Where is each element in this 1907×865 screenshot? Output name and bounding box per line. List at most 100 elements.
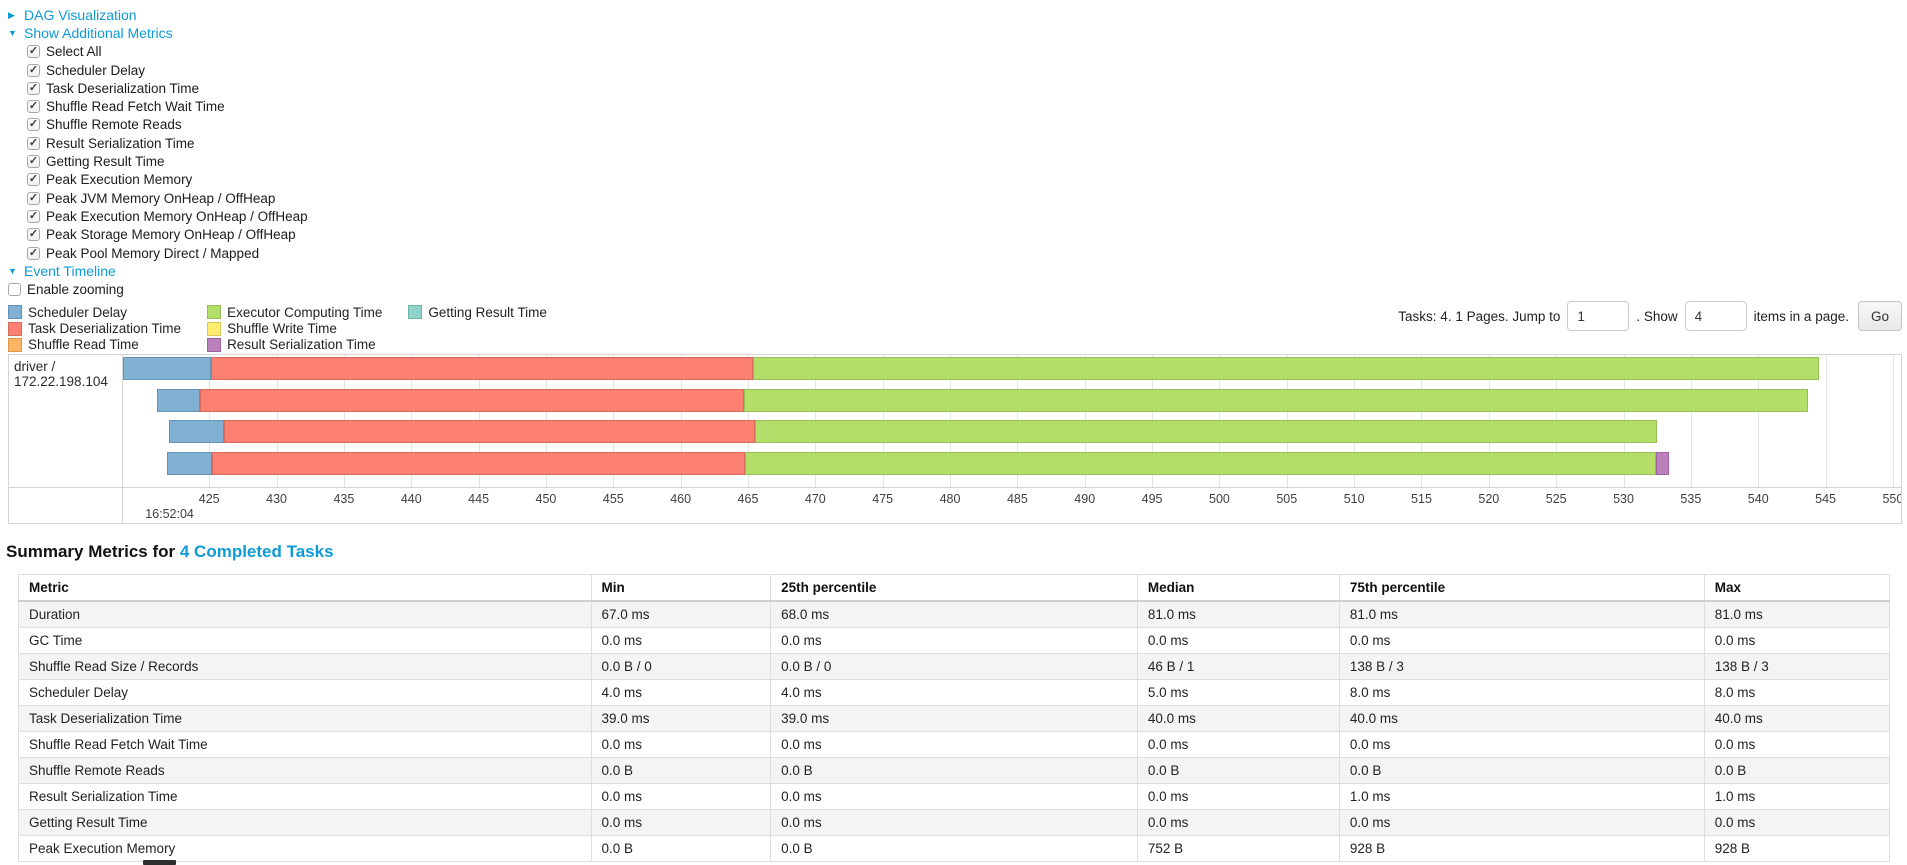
metric-checkbox-row: ✓ Task Deserialization Time [8, 79, 308, 97]
metric-value-cell: 0.0 ms [590, 627, 772, 654]
task-bar[interactable] [123, 420, 1901, 444]
metric-checkbox-row: ✓ Shuffle Read Fetch Wait Time [8, 97, 308, 115]
column-header[interactable]: Median [1136, 574, 1340, 602]
axis-tick-label: 430 [266, 492, 287, 506]
enable-zooming-checkbox[interactable] [8, 283, 21, 297]
result-serialization-segment[interactable] [1655, 452, 1670, 476]
task-bar[interactable] [123, 452, 1901, 476]
legend-label: Getting Result Time [428, 304, 547, 320]
event-timeline-expander[interactable]: ▼ Event Timeline [8, 262, 308, 280]
metric-checkbox[interactable]: ✓ [27, 81, 40, 95]
event-timeline-chart: driver / 172.22.198.104 16:52:04 425 430 4… [8, 354, 1902, 524]
metric-checkbox-label: Scheduler Delay [46, 62, 146, 78]
go-button[interactable]: Go [1857, 301, 1902, 331]
executor-computing-segment[interactable] [743, 388, 1809, 412]
scheduler-delay-segment[interactable] [167, 452, 212, 476]
metric-checkbox[interactable]: ✓ [27, 155, 40, 169]
metric-checkbox[interactable]: ✓ [27, 136, 40, 150]
metric-checkbox-label: Result Serialization Time [46, 135, 195, 151]
metric-name-cell: Result Serialization Time [18, 783, 592, 810]
axis-tick-label: 550 [1882, 492, 1901, 506]
metric-value-cell: 68.0 ms [770, 600, 1138, 628]
metric-checkbox[interactable]: ✓ [27, 118, 40, 132]
metric-value-cell: 0.0 ms [1338, 809, 1705, 836]
timeline-legend-bar: Scheduler Delay Task Deserialization Time… [8, 301, 1902, 354]
axis-time-label: 16:52:04 [145, 507, 194, 521]
metric-value-cell: 0.0 ms [1338, 627, 1705, 654]
metric-checkbox-list: ✓ Select All ✓ Scheduler Delay ✓ Task Deseria… [8, 43, 308, 263]
metric-name-cell: Shuffle Read Fetch Wait Time [18, 731, 592, 758]
jump-to-page-input[interactable] [1567, 301, 1630, 331]
metric-value-cell: 0.0 B [590, 757, 772, 784]
legend-label: Shuffle Write Time [227, 321, 337, 337]
dag-visualization-expander[interactable]: ▶ DAG Visualization [8, 6, 308, 24]
axis-tick-label: 480 [939, 492, 961, 506]
metric-value-cell: 81.0 ms [1338, 600, 1705, 628]
metric-checkbox[interactable]: ✓ [27, 246, 40, 260]
metric-checkbox[interactable]: ✓ [27, 173, 40, 187]
metric-checkbox-label: Select All [46, 44, 102, 60]
metric-value-cell: 39.0 ms [590, 705, 772, 732]
metric-checkbox[interactable]: ✓ [27, 209, 40, 223]
metric-checkbox-label: Getting Result Time [46, 154, 165, 170]
timeline-plot-area[interactable] [123, 355, 1901, 487]
task-bar[interactable] [123, 357, 1901, 380]
completed-tasks-link[interactable]: 4 Completed Tasks [179, 542, 334, 561]
executor-computing-segment[interactable] [754, 420, 1658, 444]
task-deserialization-segment[interactable] [199, 388, 744, 412]
axis-gridline [1825, 355, 1827, 487]
metric-checkbox[interactable]: ✓ [27, 191, 40, 205]
metric-value-cell: 81.0 ms [1136, 600, 1340, 628]
metric-value-cell: 40.0 ms [1338, 705, 1705, 732]
event-timeline-link[interactable]: Event Timeline [24, 263, 116, 280]
axis-tick-label: 495 [1141, 492, 1163, 506]
axis-tick-label: 525 [1545, 492, 1567, 506]
task-deserialization-segment[interactable] [224, 420, 755, 444]
scheduler-delay-segment[interactable] [156, 388, 200, 412]
show-additional-metrics-link[interactable]: Show Additional Metrics [24, 25, 173, 42]
metric-value-cell: 0.0 B [770, 757, 1138, 784]
metric-checkbox-row: ✓ Getting Result Time [8, 152, 308, 170]
metric-value-cell: 0.0 ms [590, 783, 772, 810]
table-row: Task Deserialization Time 39.0 ms 39.0 ms 4… [18, 705, 1891, 732]
items-per-page-input[interactable] [1684, 301, 1747, 331]
metric-value-cell: 0.0 ms [1703, 627, 1891, 654]
executor-computing-segment[interactable] [753, 357, 1819, 380]
legend-item-shuffle-read: Shuffle Read Time [8, 337, 181, 353]
metric-checkbox[interactable]: ✓ [27, 63, 40, 77]
metric-value-cell: 0.0 B / 0 [590, 653, 772, 680]
column-header[interactable]: Max [1703, 574, 1891, 602]
metric-checkbox[interactable]: ✓ [27, 228, 40, 242]
column-header[interactable]: Min [590, 574, 772, 602]
scheduler-delay-segment[interactable] [168, 420, 225, 444]
task-deserialization-segment[interactable] [210, 357, 754, 380]
scheduler-delay-segment[interactable] [123, 357, 211, 380]
column-header[interactable]: 75th percentile [1338, 574, 1705, 602]
table-row: Duration 67.0 ms 68.0 ms 81.0 ms 81.0 ms 81.0… [18, 600, 1891, 628]
metric-checkbox[interactable]: ✓ [27, 100, 40, 114]
dag-visualization-link[interactable]: DAG Visualization [24, 7, 137, 24]
task-deserialization-swatch-icon [8, 321, 22, 336]
table-row: Peak Execution Memory 0.0 B 0.0 B 752 B 928 … [18, 835, 1891, 862]
metric-checkbox-row: ✓ Peak JVM Memory OnHeap / OffHeap [8, 189, 308, 207]
task-deserialization-segment[interactable] [211, 452, 746, 476]
axis-gridline [1690, 355, 1692, 487]
axis-tick-label: 460 [670, 492, 692, 506]
executor-computing-segment[interactable] [745, 452, 1656, 476]
axis-tick-label: 535 [1680, 492, 1702, 506]
metric-name-cell: Shuffle Remote Reads [18, 757, 592, 784]
metric-name-cell: Scheduler Delay [18, 679, 592, 706]
column-header[interactable]: Metric [18, 574, 592, 602]
metric-value-cell: 8.0 ms [1338, 679, 1705, 706]
metric-value-cell: 8.0 ms [1703, 679, 1891, 706]
metric-checkbox[interactable]: ✓ [27, 45, 40, 59]
task-bar[interactable] [123, 388, 1901, 412]
metric-checkbox-label: Shuffle Remote Reads [46, 117, 182, 133]
show-additional-metrics-expander[interactable]: ▼ Show Additional Metrics [8, 24, 308, 42]
metric-value-cell: 40.0 ms [1136, 705, 1340, 732]
axis-tick-label: 490 [1074, 492, 1096, 506]
column-header[interactable]: 25th percentile [770, 574, 1138, 602]
metric-name-cell: Task Deserialization Time [18, 705, 592, 732]
executor-group-label: driver / 172.22.198.104 [9, 355, 123, 487]
axis-tick-label: 445 [468, 492, 490, 506]
